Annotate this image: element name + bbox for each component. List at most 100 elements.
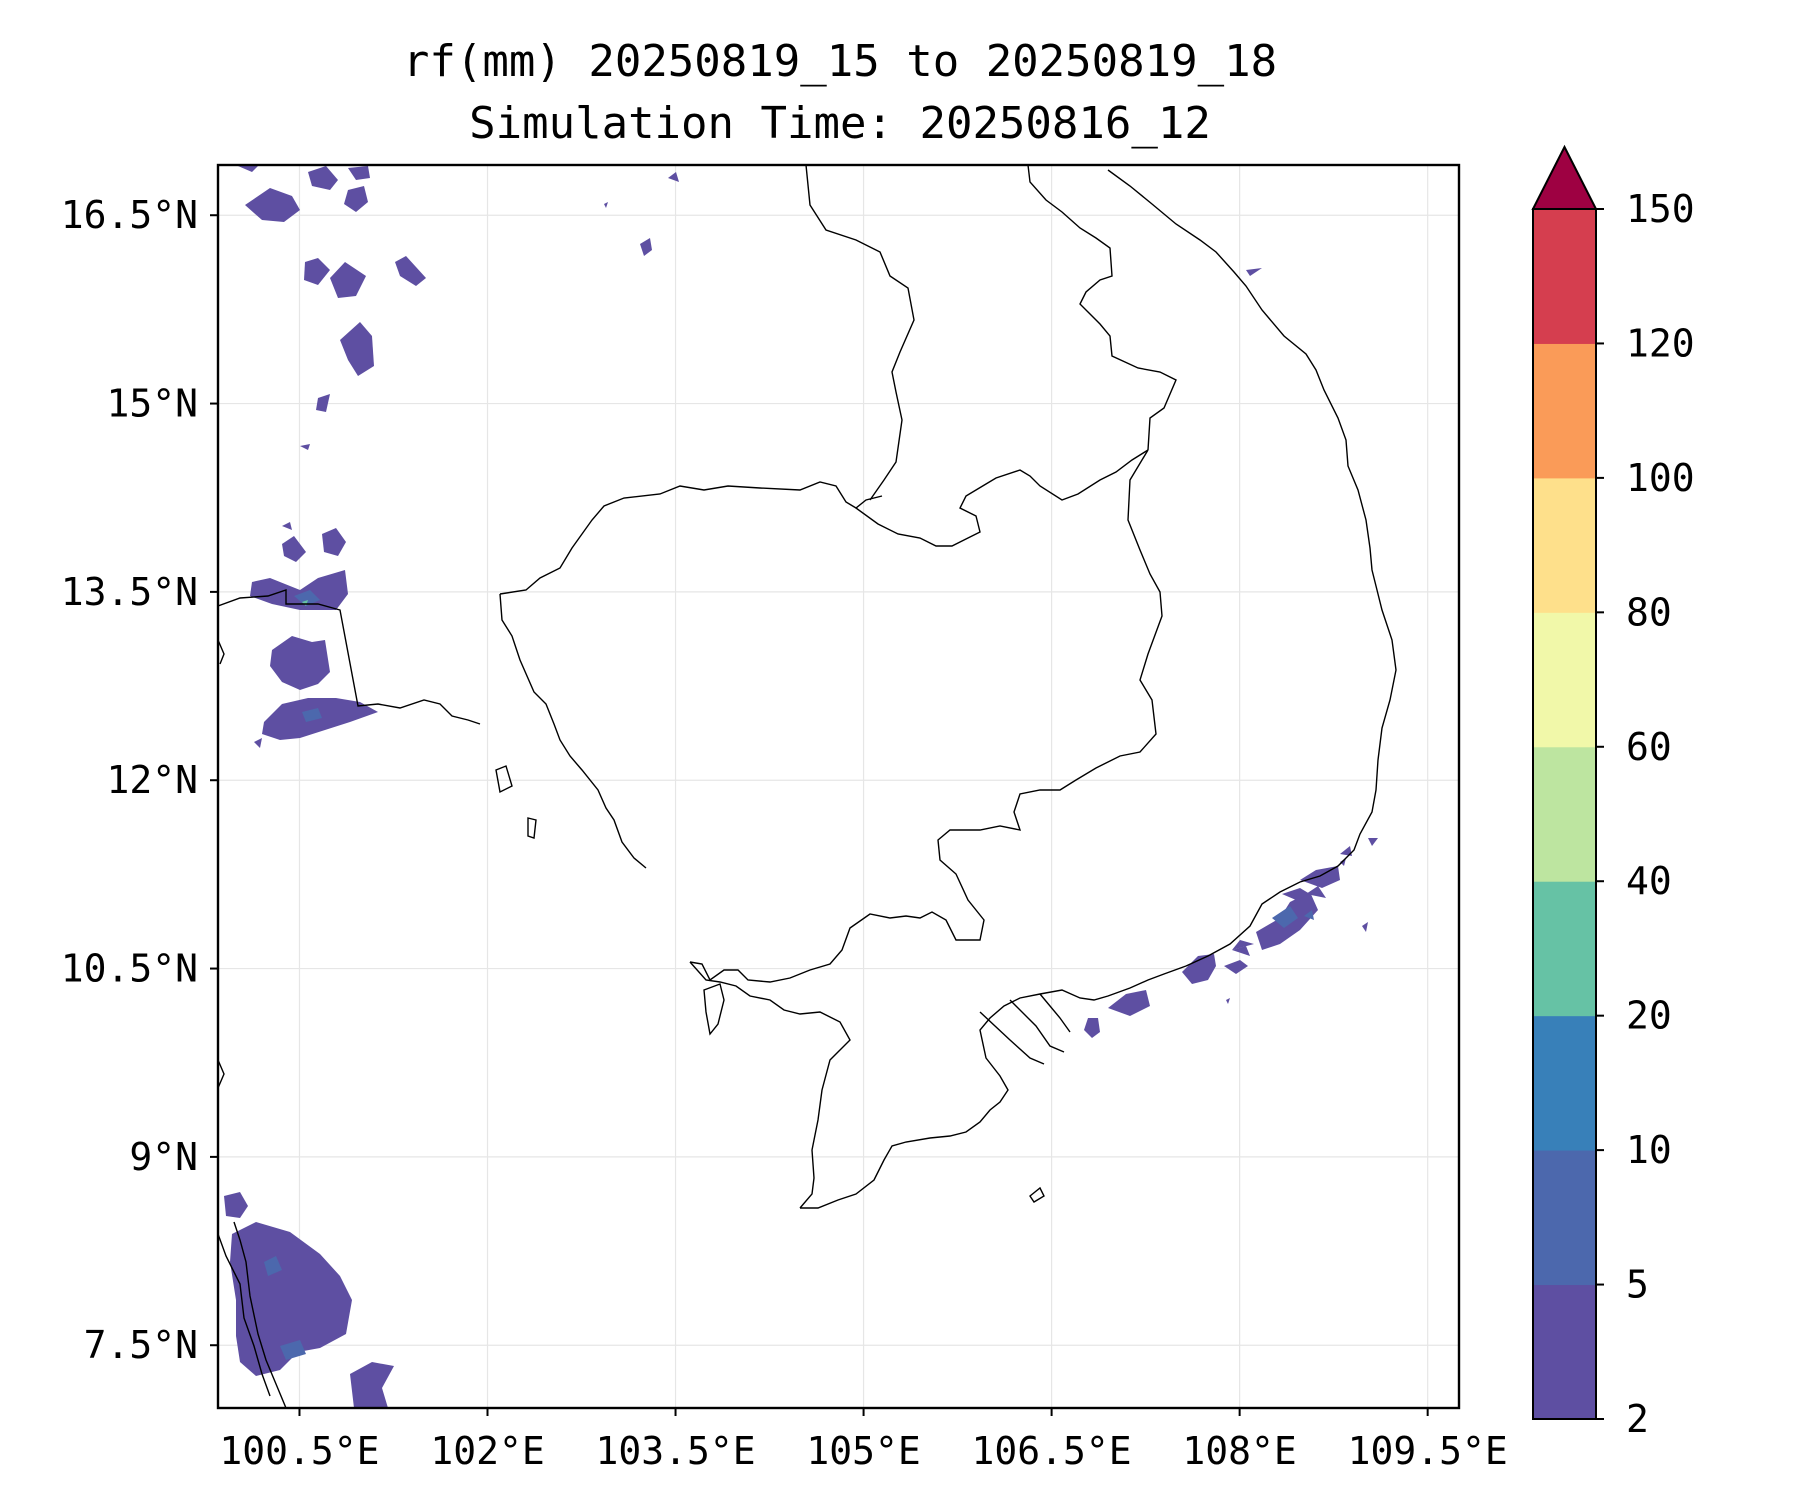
longitude-labels: 100.5°E 102°E 103.5°E 105°E 106.5°E 108°E 109.…	[219, 1408, 1508, 1473]
rain-patch	[1306, 886, 1326, 898]
rain-patch	[668, 172, 679, 182]
coastlines-borders	[218, 165, 1397, 1408]
rainfall-shading	[224, 166, 1378, 1408]
colorbar-segment	[1533, 881, 1596, 1017]
colorbar-tick-label: 10	[1626, 1128, 1672, 1172]
colorbar-extend-arrow	[1531, 144, 1598, 210]
rain-patch	[340, 322, 374, 376]
colorbar-segment	[1533, 1284, 1596, 1420]
lat-tick-label: 15°N	[106, 382, 198, 426]
rain-patch	[348, 166, 370, 180]
cambodia-north-border	[499, 593, 647, 869]
thailand-cambodia-border	[218, 589, 481, 725]
rain-patch	[282, 536, 306, 562]
colorbar-tick-label: 120	[1626, 321, 1695, 365]
rain-patch	[1300, 866, 1340, 888]
lat-tick-label: 13.5°N	[61, 570, 198, 614]
rain-patch	[282, 522, 292, 530]
rain-patch	[1226, 998, 1230, 1004]
rain-patch	[350, 1362, 394, 1408]
rain-patch	[322, 528, 346, 556]
rain-patch	[1282, 888, 1310, 900]
rain-patch	[254, 738, 262, 748]
rain-patch	[270, 636, 330, 690]
rain-core	[1304, 910, 1314, 920]
lon-tick-label: 108°E	[1182, 1429, 1296, 1473]
cambodia-vietnam-border	[689, 449, 1163, 983]
thai-gulf-coast	[233, 1221, 287, 1408]
lon-tick-label: 109.5°E	[1348, 1429, 1508, 1473]
rain-patch	[230, 1222, 352, 1376]
colorbar-segment	[1533, 1015, 1596, 1151]
rain-patch	[316, 394, 330, 412]
rain-patch	[1340, 846, 1352, 856]
rain-patch	[395, 256, 426, 286]
colorbar-frame	[1532, 208, 1597, 1420]
rain-patch	[1084, 1018, 1100, 1038]
mekong-delta-west-coast	[689, 961, 851, 1209]
west-coast-edge	[218, 1059, 225, 1089]
lat-tick-label: 12°N	[106, 758, 198, 802]
colorbar-segment	[1533, 612, 1596, 748]
laos-thailand-border	[805, 165, 915, 501]
rain-patch	[1232, 946, 1250, 956]
graticule	[218, 165, 1459, 1408]
rain-patch	[1224, 960, 1248, 974]
rain-core	[264, 1256, 282, 1276]
river-mouths	[979, 993, 1071, 1065]
colorbar-tick-label: 60	[1626, 725, 1672, 769]
cambodia-laos-border	[855, 449, 1149, 547]
rain-patch	[1362, 922, 1368, 932]
rain-patch	[245, 188, 300, 222]
vietnam-coast	[800, 169, 1397, 1209]
rain-patch	[330, 262, 366, 298]
colorbar-tick-label: 100	[1626, 456, 1695, 500]
colorbar-segment	[1533, 477, 1596, 613]
lon-tick-label: 102°E	[430, 1429, 544, 1473]
colorbar-tick-label: 150	[1626, 187, 1695, 231]
rain-patch	[304, 258, 330, 285]
lat-tick-label: 10.5°N	[61, 947, 198, 991]
island-koh-rong	[527, 817, 537, 839]
rain-patch	[640, 238, 652, 256]
island-koh-kong	[495, 765, 513, 794]
rain-patch	[1368, 838, 1378, 846]
island-phu-quoc	[703, 983, 725, 1036]
map-background	[218, 165, 1459, 1408]
rain-core	[1272, 906, 1298, 928]
peninsula-west-coast	[218, 1233, 271, 1397]
colorbar-tick-label: 80	[1626, 590, 1672, 634]
rain-patch	[300, 444, 310, 450]
rain-patch	[1232, 940, 1254, 950]
rain-core	[294, 590, 320, 606]
lon-tick-label: 106.5°E	[972, 1429, 1132, 1473]
rain-patch	[1246, 268, 1262, 276]
rain-patch	[238, 166, 258, 172]
latitude-labels: 16.5°N 15°N 13.5°N 12°N 10.5°N 9°N 7.5°N	[61, 193, 218, 1367]
map-panel: 100.5°E 102°E 103.5°E 105°E 106.5°E 108°E 109.…	[61, 163, 1508, 1473]
colorbar-tick-label: 5	[1626, 1263, 1649, 1307]
map-frame	[216, 163, 1461, 1410]
lat-tick-label: 9°N	[129, 1135, 198, 1179]
rain-patch	[308, 166, 338, 190]
lon-tick-label: 100.5°E	[219, 1429, 379, 1473]
cambodia-coast	[499, 481, 883, 595]
colorbar-tick-label: 2	[1626, 1397, 1649, 1441]
rain-patch	[1182, 954, 1216, 984]
title-line-1: rf(mm) 20250819_15 to 20250819_18	[403, 36, 1277, 87]
laos-vietnam-border	[1027, 165, 1177, 451]
lon-tick-label: 103.5°E	[595, 1429, 755, 1473]
colorbar-tick-label: 40	[1626, 859, 1672, 903]
gulf-coast-east-thailand	[218, 639, 225, 665]
colorbar-segment	[1533, 209, 1596, 344]
rain-patch	[224, 1192, 248, 1218]
island-small	[1029, 1186, 1045, 1203]
colorbar-tick-label: 20	[1626, 994, 1672, 1038]
lat-tick-label: 16.5°N	[61, 193, 198, 237]
lon-tick-label: 105°E	[806, 1429, 920, 1473]
rain-patch	[262, 698, 378, 740]
colorbar: 2 5 10 20 40 60 80 100 120 150	[1531, 144, 1695, 1441]
colorbar-segment	[1533, 746, 1596, 882]
rain-patch	[1108, 990, 1150, 1016]
